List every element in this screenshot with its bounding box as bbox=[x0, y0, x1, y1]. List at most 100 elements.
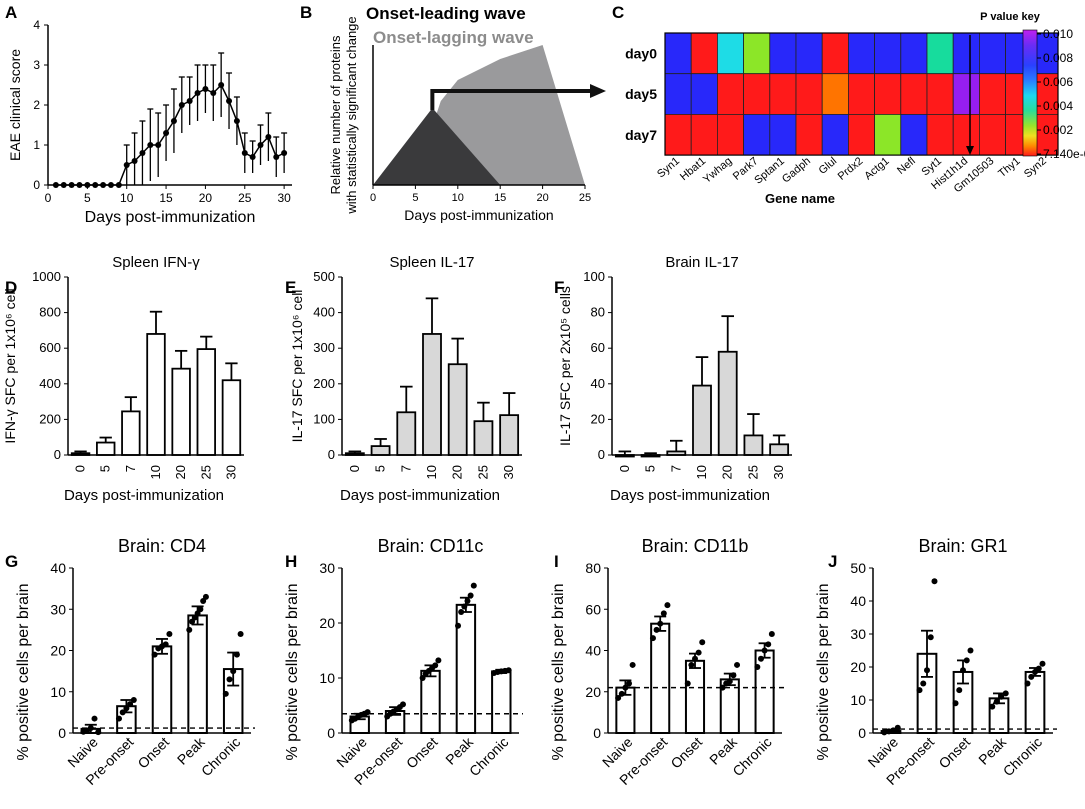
data-point bbox=[237, 631, 244, 637]
data-point bbox=[952, 700, 959, 707]
bar bbox=[221, 379, 242, 456]
y-tick-label: 60 bbox=[591, 340, 605, 355]
data-point bbox=[1035, 665, 1042, 672]
data-point bbox=[455, 622, 462, 629]
y-tick-label: 2 bbox=[33, 98, 40, 112]
row-label: day7 bbox=[625, 127, 657, 143]
y-axis-title: EAE clinical score bbox=[7, 49, 23, 161]
data-point bbox=[1028, 673, 1035, 680]
y-tick-label: 10 bbox=[50, 684, 66, 700]
colorbar-title: P value key bbox=[980, 11, 1041, 23]
bar bbox=[473, 420, 494, 456]
bar bbox=[684, 659, 706, 734]
heatmap-cell bbox=[926, 32, 954, 75]
x-tick-label: 20 bbox=[173, 465, 188, 479]
data-point bbox=[230, 668, 237, 675]
x-tick-label: Chronic bbox=[198, 734, 243, 779]
chart-title: Brain: CD4 bbox=[118, 536, 206, 556]
data-point bbox=[399, 701, 406, 708]
data-point bbox=[435, 657, 442, 664]
data-point bbox=[123, 162, 130, 168]
y-tick-label: 10 bbox=[850, 692, 866, 708]
x-axis-title: Gene name bbox=[765, 191, 835, 206]
panel-label-g: G bbox=[5, 552, 18, 571]
y-tick-label: 40 bbox=[585, 643, 601, 659]
x-tick-label: 25 bbox=[579, 192, 591, 204]
data-point bbox=[757, 655, 764, 662]
data-point bbox=[218, 82, 225, 88]
heatmap-cell bbox=[979, 114, 1007, 156]
x-tick-label: 25 bbox=[198, 465, 213, 479]
y-tick-label: 0 bbox=[598, 447, 605, 462]
heatmap-cell bbox=[743, 32, 771, 75]
y-axis-title: IL-17 SFC per 2x10⁵ cells bbox=[557, 286, 573, 446]
bar bbox=[754, 649, 775, 734]
data-point bbox=[52, 182, 59, 188]
bar bbox=[499, 414, 520, 456]
data-point bbox=[119, 709, 126, 716]
heatmap-cell bbox=[848, 114, 876, 156]
heatmap-cell bbox=[795, 73, 823, 115]
data-point bbox=[967, 647, 974, 654]
y-tick-label: 0 bbox=[327, 725, 335, 741]
heatmap-cell bbox=[848, 73, 876, 115]
lagging-wave-label: Onset-lagging wave bbox=[373, 28, 534, 47]
bar bbox=[171, 367, 191, 456]
panel-a-line-chart: 0 5 10 15 20 25 30 0 1 2 3 4 Days post-immunization E… bbox=[7, 18, 292, 226]
data-point bbox=[927, 634, 934, 641]
data-point bbox=[155, 142, 162, 148]
heatmap-cell bbox=[795, 32, 823, 75]
heatmap-cell bbox=[717, 114, 745, 156]
data-point bbox=[273, 154, 280, 160]
y-tick-label: 40 bbox=[591, 376, 605, 391]
x-tick-label: 10 bbox=[120, 191, 134, 205]
heatmap-cell bbox=[900, 32, 928, 75]
heatmap-cell bbox=[874, 32, 902, 75]
panel-b-area-chart: 0 5 10 15 20 25 Onset-leading wave Onset-laggin… bbox=[328, 4, 606, 223]
x-tick-label: 7 bbox=[668, 465, 683, 472]
heatmap-cell bbox=[900, 73, 928, 115]
data-point bbox=[916, 687, 923, 694]
heatmap-border bbox=[664, 32, 1059, 156]
panel-label-d: D bbox=[5, 278, 17, 297]
data-point bbox=[281, 150, 288, 156]
data-point bbox=[894, 724, 901, 731]
heatmap-cell bbox=[717, 32, 745, 75]
y-tick-label: 30 bbox=[50, 601, 66, 617]
data-point bbox=[695, 649, 702, 656]
data-point bbox=[664, 602, 671, 609]
series-line bbox=[55, 83, 285, 186]
heatmap-cell bbox=[874, 73, 902, 115]
x-axis-title: Days post-immunization bbox=[610, 487, 770, 504]
bar bbox=[422, 333, 442, 456]
x-tick-label: 30 bbox=[501, 465, 516, 479]
heatmap-cell bbox=[900, 114, 928, 156]
y-tick-label: 0 bbox=[328, 447, 335, 462]
data-point bbox=[618, 690, 625, 697]
colorbar-tick-label: 0.002 bbox=[1043, 123, 1073, 137]
y-axis-title: % positive cells per brain bbox=[815, 584, 832, 761]
x-tick-label: 30 bbox=[771, 465, 786, 479]
data-point bbox=[186, 98, 193, 104]
x-tick-label: 10 bbox=[452, 192, 464, 204]
y-tick-label: 30 bbox=[319, 560, 335, 576]
x-tick-label: 10 bbox=[148, 465, 163, 479]
y-tick-label: 10 bbox=[319, 670, 335, 686]
heatmap-cell bbox=[821, 73, 849, 115]
y-tick-label: 0 bbox=[58, 725, 66, 741]
data-point bbox=[163, 130, 170, 136]
data-point bbox=[931, 578, 938, 585]
colorbar-tick-label: 0.006 bbox=[1043, 75, 1073, 89]
gene-label: Syn1 bbox=[655, 155, 682, 180]
data-point bbox=[226, 98, 233, 104]
data-point bbox=[249, 154, 256, 160]
y-axis-title-line2: with statistically significant change bbox=[344, 16, 359, 214]
chart-title: Spleen IFN-γ bbox=[112, 254, 200, 271]
bar bbox=[692, 384, 712, 456]
data-point bbox=[653, 626, 660, 633]
y-tick-label: 20 bbox=[585, 684, 601, 700]
colorbar-tick-label: 7.140e-019 bbox=[1043, 147, 1085, 161]
y-tick-label: 30 bbox=[850, 626, 866, 642]
